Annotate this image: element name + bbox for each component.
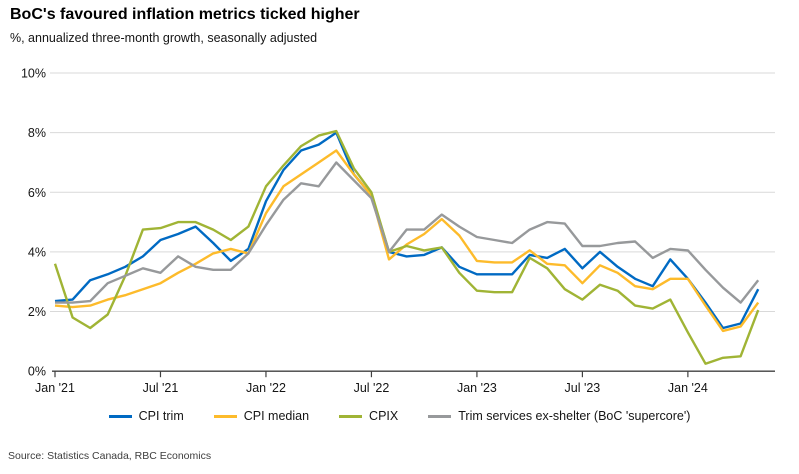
legend-swatch-cpi-median (213, 414, 237, 418)
chart-legend: CPI trim CPI median CPIX Trim services ex-s… (0, 409, 799, 423)
series-line-cpi-trim (54, 131, 760, 330)
legend-item-cpix: CPIX (339, 409, 398, 423)
legend-swatch-trim-services-ex-shelter-boc-supercore (428, 414, 452, 418)
y-axis-label-2pct: 2% (28, 305, 46, 319)
series-line-cpi-median (54, 149, 760, 333)
legend-label-trim-services-ex-shelter-boc-supercore: Trim services ex-shelter (BoC 'supercore… (458, 409, 691, 423)
y-axis-label-8pct: 8% (28, 126, 46, 140)
legend-label-cpi-trim: CPI trim (138, 409, 184, 423)
legend-item-cpi-trim: CPI trim (108, 409, 184, 423)
x-axis-label-jul-22: Jul '22 (354, 381, 390, 395)
y-axis-label-0pct: 0% (28, 365, 46, 379)
legend-label-cpix: CPIX (369, 409, 399, 423)
source-note: Source: Statistics Canada, RBC Economics (8, 450, 212, 462)
series-line-cpix (53, 129, 760, 365)
x-axis-label-jul-21: Jul '21 (143, 381, 179, 395)
y-axis-label-10pct: 10% (21, 67, 46, 81)
x-axis-label-jan-24: Jan '24 (668, 381, 708, 395)
legend-swatch-cpi-trim (108, 414, 132, 418)
x-axis-label-jan-22: Jan '22 (246, 381, 286, 395)
x-axis-label-jul-23: Jul '23 (565, 381, 601, 395)
x-axis-label-jan-21: Jan '21 (35, 381, 75, 395)
series-line-trim-services-ex-shelter-boc-supercore (55, 161, 760, 304)
legend-swatch-cpix (339, 414, 363, 418)
legend-item-trim-services-ex-shelter-boc-supercore: Trim services ex-shelter (BoC 'supercore… (428, 409, 690, 423)
chart-subtitle: %, annualized three-month growth, season… (10, 31, 318, 45)
legend-label-cpi-median: CPI median (243, 409, 310, 423)
legend-item-cpi-median: CPI median (213, 409, 310, 423)
chart-title: BoC's favoured inflation metrics ticked … (10, 6, 360, 23)
y-axis-label-4pct: 4% (28, 245, 46, 259)
x-axis-label-jan-23: Jan '23 (457, 381, 497, 395)
y-axis-label-6pct: 6% (28, 186, 46, 200)
